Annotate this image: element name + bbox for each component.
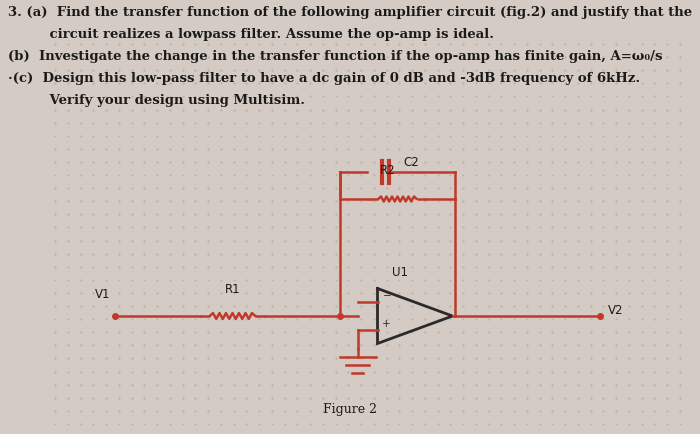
Text: −: − [382,291,391,301]
Text: ·(c)  Design this low-pass filter to have a dc gain of 0 dB and -3dB frequency o: ·(c) Design this low-pass filter to have… [8,72,640,85]
Text: Verify your design using Multisim.: Verify your design using Multisim. [8,94,305,107]
Text: C2: C2 [403,155,419,168]
Text: +: + [382,319,390,329]
Text: (b)  Investigate the change in the transfer function if the op-amp has finite ga: (b) Investigate the change in the transf… [8,50,662,63]
Text: 3. (a)  Find the transfer function of the following amplifier circuit (fig.2) an: 3. (a) Find the transfer function of the… [8,6,692,19]
Text: Figure 2: Figure 2 [323,403,377,416]
Text: circuit realizes a lowpass filter. Assume the op-amp is ideal.: circuit realizes a lowpass filter. Assum… [8,28,494,41]
Text: R2: R2 [379,164,396,177]
Text: R1: R1 [225,283,240,296]
Text: U1: U1 [392,266,408,279]
Text: V1: V1 [94,288,110,301]
Text: V2: V2 [608,305,624,318]
